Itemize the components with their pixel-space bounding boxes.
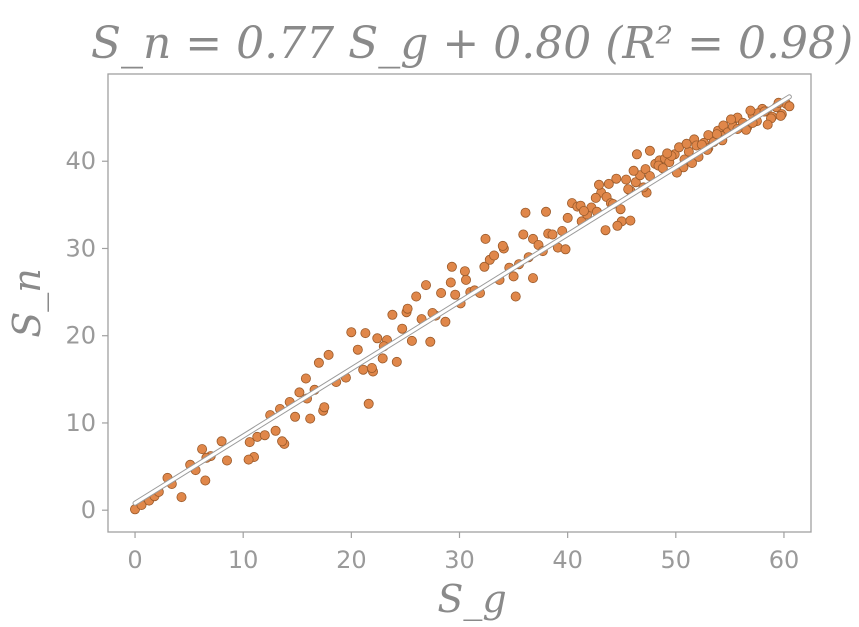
data-point: [508, 271, 519, 282]
data-point: [480, 233, 491, 244]
data-point: [628, 165, 639, 176]
x-tick-label: 40: [552, 546, 583, 574]
data-point: [450, 289, 461, 300]
data-point: [372, 333, 383, 344]
data-point: [603, 178, 614, 189]
data-point: [176, 492, 187, 503]
data-point: [446, 261, 457, 272]
data-point: [294, 387, 305, 398]
data-point: [460, 274, 471, 285]
data-point: [425, 336, 436, 347]
y-tick-label: 0: [81, 496, 96, 524]
data-point: [644, 145, 655, 156]
x-tick-label: 20: [336, 546, 367, 574]
data-point: [363, 398, 374, 409]
data-point: [270, 425, 281, 436]
data-point: [479, 261, 490, 272]
data-point: [784, 101, 795, 112]
data-point: [387, 309, 398, 320]
y-tick-label: 10: [65, 409, 96, 437]
data-point: [397, 323, 408, 334]
data-point: [615, 204, 626, 215]
y-tick-label: 40: [65, 147, 96, 175]
data-point: [366, 362, 377, 373]
data-point: [440, 316, 451, 327]
data-point: [562, 212, 573, 223]
data-point: [391, 356, 402, 367]
data-point: [518, 229, 529, 240]
data-point: [578, 205, 589, 216]
data-point: [221, 455, 232, 466]
data-point: [681, 138, 692, 149]
data-point: [259, 430, 270, 441]
data-point: [623, 184, 634, 195]
data-point: [300, 373, 311, 384]
data-point: [402, 303, 413, 314]
data-point: [244, 437, 255, 448]
data-point: [352, 344, 363, 355]
data-point: [640, 164, 651, 175]
data-point: [445, 277, 456, 288]
data-point: [319, 402, 330, 413]
x-tick-label: 30: [444, 546, 475, 574]
data-point: [346, 327, 357, 338]
data-point: [459, 266, 470, 277]
data-point: [611, 173, 622, 184]
data-point: [520, 207, 531, 218]
data-point: [662, 148, 673, 159]
data-point: [216, 436, 227, 447]
data-point: [420, 280, 431, 291]
x-axis-ticks: 0 10 20 30 40 50 60: [127, 532, 799, 574]
x-tick-label: 0: [127, 546, 142, 574]
data-point: [200, 475, 211, 486]
data-point: [323, 349, 334, 360]
data-point: [528, 273, 539, 284]
x-tick-label: 10: [228, 546, 259, 574]
data-point: [547, 229, 558, 240]
data-point: [625, 215, 636, 226]
data-point: [358, 364, 369, 375]
data-point: [510, 291, 521, 302]
data-point: [243, 454, 254, 465]
data-point: [560, 244, 571, 255]
data-point: [775, 110, 786, 121]
data-point: [360, 328, 371, 339]
data-point: [745, 105, 756, 116]
x-tick-label: 60: [769, 546, 800, 574]
data-point: [489, 250, 500, 261]
x-tick-label: 50: [661, 546, 692, 574]
data-point: [497, 240, 508, 251]
data-point: [541, 206, 552, 217]
data-point: [600, 225, 611, 236]
y-tick-label: 20: [65, 322, 96, 350]
data-point: [762, 119, 773, 130]
chart-title: S_n = 0.77 S_g + 0.80 (R² = 0.98): [91, 18, 853, 69]
data-point: [594, 179, 605, 190]
x-axis-title: S_g: [437, 577, 506, 622]
fit-line-group: [132, 94, 792, 506]
y-axis-title: S_n: [5, 268, 50, 338]
fit-line: [133, 95, 791, 505]
data-point: [277, 436, 288, 447]
data-point: [290, 411, 301, 422]
data-point: [612, 220, 623, 231]
data-point: [436, 287, 447, 298]
data-point: [197, 444, 208, 455]
data-point: [726, 114, 737, 125]
data-point: [406, 335, 417, 346]
data-point: [590, 192, 601, 203]
data-point: [411, 291, 422, 302]
y-axis-ticks: 0 10 20 30 40: [65, 147, 108, 524]
data-point: [631, 149, 642, 160]
data-point: [621, 174, 632, 185]
data-point: [313, 357, 324, 368]
data-point: [711, 129, 722, 140]
data-point: [305, 413, 316, 424]
data-point: [377, 353, 388, 364]
y-tick-label: 30: [65, 234, 96, 262]
